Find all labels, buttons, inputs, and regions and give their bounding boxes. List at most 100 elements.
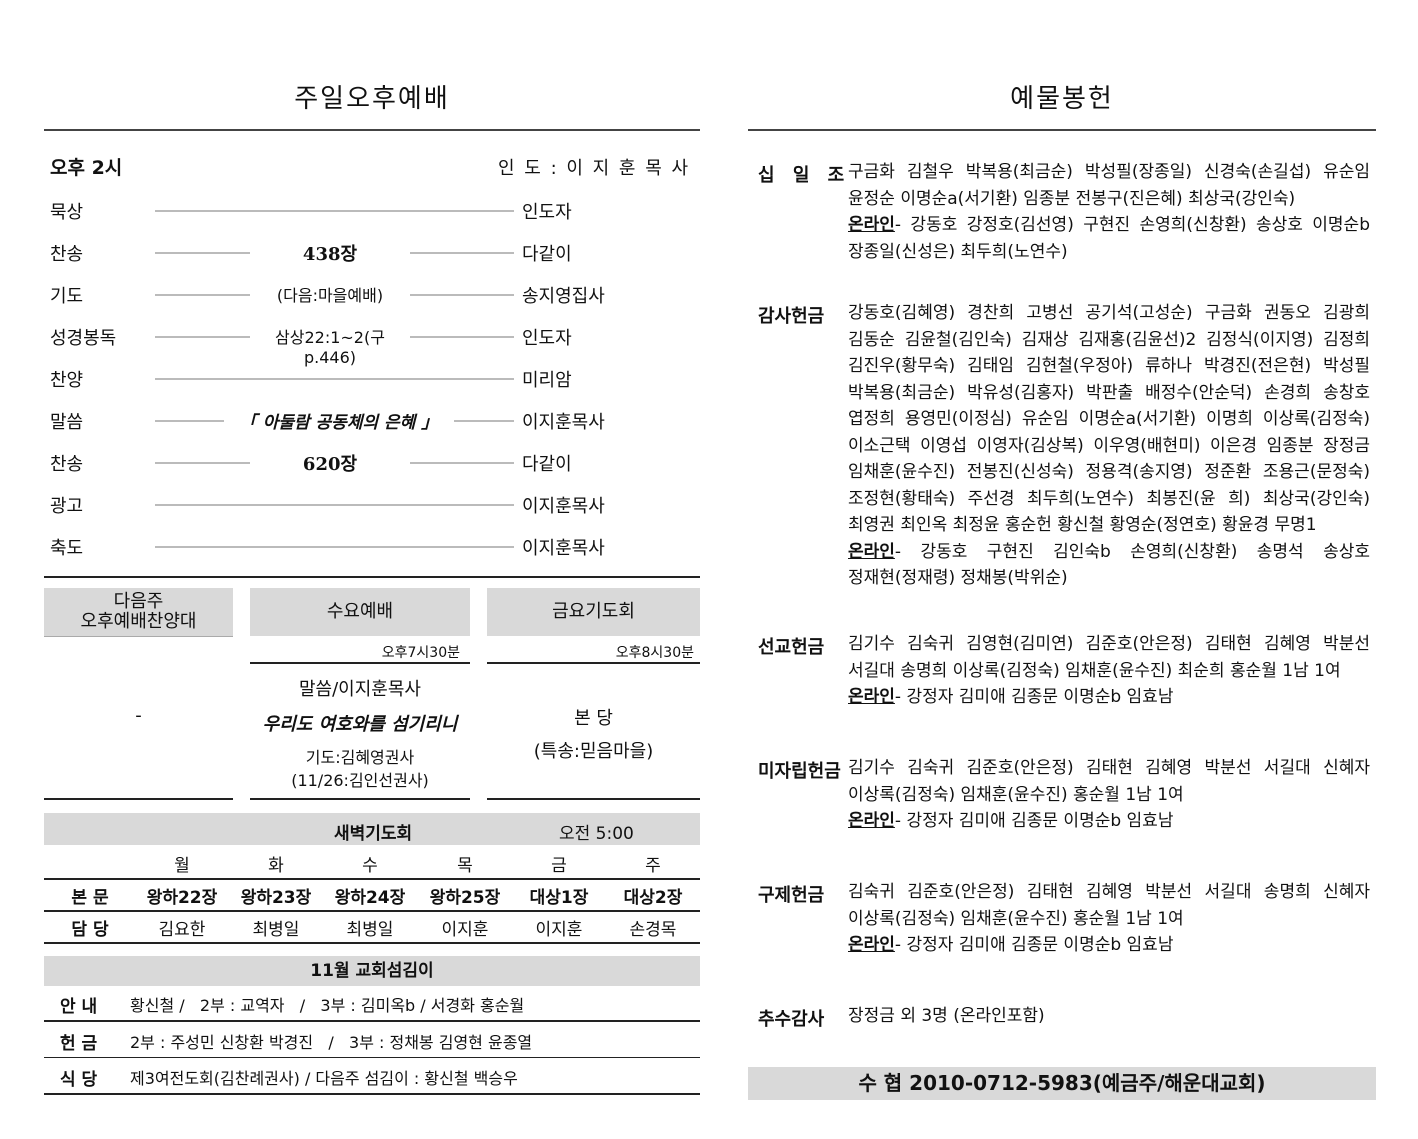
service-time: 오후 2시 xyxy=(50,157,123,179)
row-label: 본 문 xyxy=(71,888,109,908)
order-person: 이지훈목사 xyxy=(522,412,605,433)
dawn-header: 새벽기도회 오전 5:00 xyxy=(44,813,700,845)
leader-line xyxy=(155,294,250,296)
name-line: 김기수 김숙귀 김준호(안은정) 김태현 김혜영 박분선 서길대 신혜자 xyxy=(848,755,1370,782)
order-item: 말씀 xyxy=(50,412,84,433)
divider xyxy=(44,910,700,912)
order-content: 438장 xyxy=(250,240,410,266)
names-text: 구금화 김철우 박복용(최금순) 박성필(장종일) 신경숙(손길섭) 유순임 xyxy=(848,162,1370,182)
leader-line xyxy=(155,336,250,338)
order-person: 미리암 xyxy=(522,370,572,391)
divider xyxy=(44,1020,700,1022)
divider xyxy=(250,662,470,664)
names-text: 정재현(정재령) 정채봉(박위순) xyxy=(848,568,1068,588)
leader-line xyxy=(409,252,514,254)
offering-label: 십 일 조 xyxy=(758,165,851,186)
order-item: 찬송 xyxy=(50,454,84,475)
names-text: 이상록(김정숙) 임채훈(윤수진) 홍순월 1남 1여 xyxy=(848,784,1184,805)
order-row: 묵상 인도자 xyxy=(44,198,700,224)
name-line: 온라인- 강정자 김미애 김종문 이명순b 임효남 xyxy=(848,808,1370,835)
order-item: 찬송 xyxy=(50,244,84,265)
order-row: 기도 (다음:마을예배) 송지영집사 xyxy=(44,282,700,308)
names-text: 김숙귀 김준호(안은정) 김태현 김혜영 박분선 서길대 송명희 신혜자 xyxy=(848,882,1370,902)
leader-line xyxy=(155,210,514,212)
name-line: 온라인- 강동호 강정호(김선영) 구현진 손영희(신창환) 송상호 이명순b xyxy=(848,212,1370,239)
leader-cell: 이지훈 xyxy=(441,920,489,940)
servant-value: 황신철 / 2부 : 교역자 / 3부 : 김미옥b / 서경화 홍순월 xyxy=(130,996,525,1015)
day-header: 금 xyxy=(551,856,567,876)
scripture-cell: 왕하24장 xyxy=(334,888,406,908)
order-person: 이지훈목사 xyxy=(522,496,605,517)
offering-title: 예물봉헌 xyxy=(1010,84,1114,114)
day-header: 화 xyxy=(268,856,284,876)
names-text: 김기수 김숙귀 김준호(안은정) 김태현 김혜영 박분선 서길대 신혜자 xyxy=(848,758,1370,778)
names-text: 장정금 외 3명 (온라인포함) xyxy=(848,1006,1045,1026)
wednesday-header: 수요예배 xyxy=(250,588,470,636)
name-line: 온라인- 강정자 김미애 김종문 이명순b 임효남 xyxy=(848,932,1370,959)
dawn-time: 오전 5:00 xyxy=(559,824,634,844)
offering-label: 구제헌금 xyxy=(758,885,825,906)
offering-label: 선교헌금 xyxy=(758,637,825,658)
online-label: 온라인 xyxy=(848,687,895,707)
name-line: 박복용(최금순) 박유성(김홍자) 박판출 배정수(안순덕) 손경희 송창호 xyxy=(848,380,1370,407)
friday-place: 본 당 xyxy=(574,708,613,729)
order-person: 이지훈목사 xyxy=(522,538,605,559)
divider xyxy=(748,129,1376,131)
names-text: - 강동호 구현진 김인숙b 손영희(신창환) 송명석 송상호 xyxy=(894,541,1370,562)
wednesday-next-prayer: (11/26:김인선권사) xyxy=(291,771,429,790)
divider xyxy=(44,576,700,578)
names-text: - 강정자 김미애 김종문 이명순b 임효남 xyxy=(894,687,1174,707)
order-item: 묵상 xyxy=(50,202,84,223)
day-header: 수 xyxy=(362,856,378,876)
name-line: 이상록(김정숙) 임채훈(윤수진) 홍순월 1남 1여 xyxy=(848,906,1370,933)
names-text: 이소근택 이영섭 이영자(김상복) 이우영(배현미) 이은경 임종분 장정금 xyxy=(848,435,1370,456)
leader-line xyxy=(155,378,514,380)
divider xyxy=(44,942,700,944)
divider xyxy=(44,1093,700,1095)
offering-names: 김기수 김숙귀 김영현(김미연) 김준호(안은정) 김태현 김혜영 박분선 서길대… xyxy=(848,631,1370,711)
name-line: 김진우(황무숙) 김태임 김현철(우정아) 류하나 박경진(전은현) 박성필 xyxy=(848,353,1370,380)
online-label: 온라인 xyxy=(848,935,895,955)
leader-cell: 최병일 xyxy=(252,920,300,940)
divider xyxy=(250,798,470,800)
servant-label: 안 내 xyxy=(60,997,98,1017)
name-line: 이상록(김정숙) 임채훈(윤수진) 홍순월 1남 1여 xyxy=(848,782,1370,809)
order-content: (다음:마을예배) xyxy=(250,282,410,306)
order-row: 찬송 620장 다같이 xyxy=(44,450,700,476)
leader-line xyxy=(155,546,514,548)
scripture-cell: 왕하25장 xyxy=(429,888,501,908)
divider xyxy=(487,798,700,800)
names-text: 김진우(황무숙) 김태임 김현철(우정아) 류하나 박경진(전은현) 박성필 xyxy=(848,356,1370,376)
name-line: 장종일(신성은) 최두희(노연수) xyxy=(848,239,1370,266)
leader-line xyxy=(409,336,514,338)
names-text: 최영권 최인옥 최정윤 홍순헌 황신철 황영순(정연호) 황윤경 무명1 xyxy=(848,515,1317,535)
name-line: 김동순 김윤철(김인숙) 김재상 김재홍(김윤선)2 김정식(이지영) 김정희 xyxy=(848,327,1370,354)
wednesday-prayer: 기도:김혜영권사 xyxy=(305,748,415,767)
order-person: 인도자 xyxy=(522,328,572,349)
divider xyxy=(44,798,233,800)
names-text: - 강정자 김미애 김종문 이명순b 임효남 xyxy=(894,811,1174,831)
scripture-cell: 대상2장 xyxy=(623,888,683,908)
names-text: - 강동호 강정호(김선영) 구현진 손영희(신창환) 송상호 이명순b xyxy=(894,215,1370,235)
offering-names: 구금화 김철우 박복용(최금순) 박성필(장종일) 신경숙(손길섭) 유순임 윤정… xyxy=(848,159,1370,265)
name-line: 서길대 송명희 이상록(김정숙) 임채훈(윤수진) 최순희 홍순월 1남 1여 xyxy=(848,658,1370,685)
names-text: 조정현(황태숙) 주선경 최두희(노연수) 최봉진(윤 희) 최상국(강인숙) xyxy=(848,488,1370,509)
servant-label: 식 당 xyxy=(60,1070,98,1090)
order-person: 다같이 xyxy=(522,244,572,265)
friday-header: 금요기도회 xyxy=(487,588,700,636)
divider xyxy=(44,129,700,131)
servants-title: 11월 교회섬김이 xyxy=(44,956,700,986)
order-content: 「 아둘람 공동체의 은혜 」 xyxy=(224,408,454,433)
next-choir-content: - xyxy=(135,705,142,726)
name-line: 엽정희 용영민(이정심) 유순임 이명순a(서기환) 이명희 이상록(김정숙) xyxy=(848,406,1370,433)
leader-cell: 최병일 xyxy=(346,920,394,940)
order-content: 삼상22:1~2(구p.446) xyxy=(250,324,410,367)
offering-names: 강동호(김혜영) 경찬희 고병선 공기석(고성순) 구금화 권동오 김광희 김동순… xyxy=(848,300,1370,592)
order-row: 말씀 「 아둘람 공동체의 은혜 」 이지훈목사 xyxy=(44,408,700,434)
day-header: 주 xyxy=(645,856,661,876)
names-text: 엽정희 용영민(이정심) 유순임 이명순a(서기환) 이명희 이상록(김정숙) xyxy=(848,409,1370,429)
name-line: 최영권 최인옥 최정윤 홍순헌 황신철 황영순(정연호) 황윤경 무명1 xyxy=(848,512,1370,539)
online-label: 온라인 xyxy=(848,215,895,235)
